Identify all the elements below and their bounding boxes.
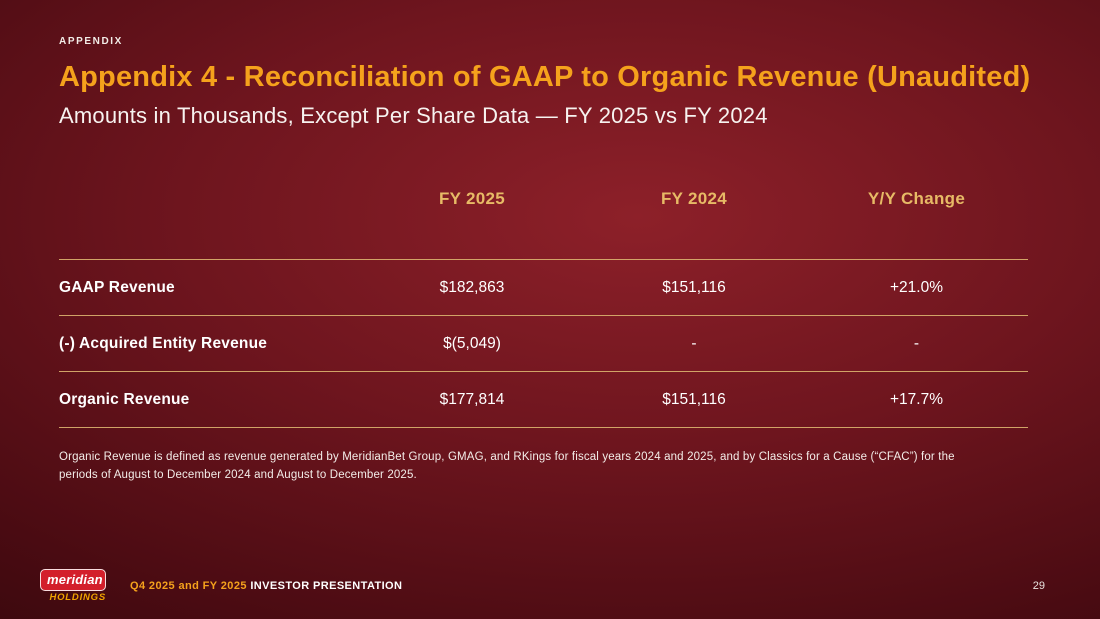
table-header-fy2025: FY 2025	[438, 189, 506, 208]
row-value-yy-change: +17.7%	[889, 390, 943, 408]
table-row-gaap-revenue: GAAP Revenue $182,863 $151,116 +21.0%	[59, 260, 1028, 316]
row-value-fy2025: $(5,049)	[443, 334, 501, 352]
meridian-holdings-logo: meridian HOLDINGS	[40, 569, 106, 603]
footnote-text: Organic Revenue is defined as revenue ge…	[59, 451, 955, 481]
row-value-fy2025: $177,814	[439, 390, 505, 408]
table-row-acquired-entity-revenue: (-) Acquired Entity Revenue $(5,049) - -	[59, 316, 1028, 372]
row-value-fy2024: -	[691, 334, 697, 352]
slide-content: APPENDIX Appendix 4 - Reconciliation of …	[59, 36, 1039, 485]
section-eyebrow: APPENDIX	[59, 36, 123, 47]
row-value-yy-change: -	[913, 334, 920, 352]
row-value-fy2025: $182,863	[439, 278, 505, 296]
slide-subtitle: Amounts in Thousands, Except Per Share D…	[59, 103, 768, 128]
slide-footer: meridian HOLDINGS Q4 2025 and FY 2025 IN…	[0, 569, 1100, 605]
footer-caption-rest: INVESTOR PRESENTATION	[246, 580, 403, 592]
table-header-yy-change: Y/Y Change	[867, 189, 966, 208]
row-label: GAAP Revenue	[59, 278, 175, 296]
row-value-fy2024: $151,116	[662, 390, 726, 408]
row-label: Organic Revenue	[59, 390, 190, 408]
row-value-yy-change: +21.0%	[889, 278, 943, 296]
page-number: 29	[1032, 580, 1045, 592]
row-value-fy2024: $151,116	[662, 278, 726, 296]
meridian-logo-holdings-label: HOLDINGS	[49, 592, 106, 603]
slide-title: Appendix 4 - Reconciliation of GAAP to O…	[59, 61, 1031, 93]
footer-caption-highlight: Q4 2025 and FY 2025	[130, 580, 247, 592]
table-header-row: FY 2025 FY 2024 Y/Y Change	[59, 189, 1028, 260]
meridian-logo-wordmark: meridian	[40, 569, 106, 591]
table-header-fy2024: FY 2024	[660, 189, 728, 208]
reconciliation-table: FY 2025 FY 2024 Y/Y Change GAAP Revenue …	[59, 189, 1028, 428]
footer-caption: Q4 2025 and FY 2025 INVESTOR PRESENTATIO…	[130, 580, 402, 592]
row-label: (-) Acquired Entity Revenue	[59, 334, 268, 352]
table-row-organic-revenue: Organic Revenue $177,814 $151,116 +17.7%	[59, 372, 1028, 428]
